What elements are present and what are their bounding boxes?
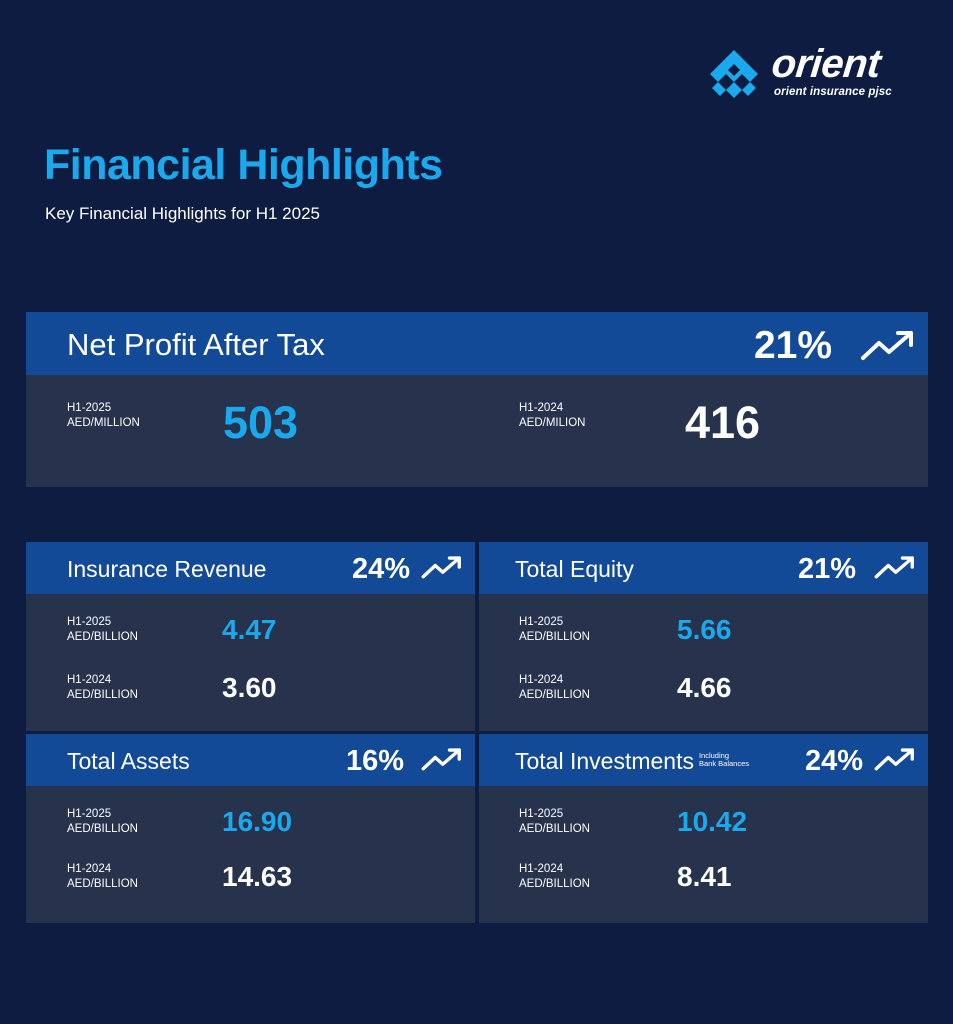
- trend-up-icon: [421, 748, 461, 771]
- current-period-row: H1-2025 AED/BILLION 4.47: [67, 614, 277, 645]
- card-header: Total Investments Including Bank Balances …: [479, 734, 928, 786]
- current-period-row: H1-2025 AED/BILLION 10.42: [519, 806, 747, 837]
- trend-up-icon: [861, 331, 913, 360]
- period-label: H1-2024: [519, 674, 564, 686]
- note-line-1: Including: [698, 751, 729, 760]
- card-title: Total Investments Including Bank Balances: [515, 748, 749, 775]
- trend-up-icon: [874, 556, 914, 579]
- card-body: H1-2025 AED/BILLION 4.47 H1-2024 AED/BIL…: [26, 594, 475, 731]
- prior-value: 4.66: [677, 672, 732, 703]
- change-percent: 24%: [351, 553, 410, 585]
- prior-period-row: H1-2024 AED/BILLION 8.41: [519, 861, 732, 892]
- current-period-row: H1-2025 AED/BILLION 16.90: [67, 806, 292, 837]
- unit-label: AED/BILLION: [519, 878, 590, 890]
- unit-label: AED/BILLION: [519, 689, 590, 701]
- page-subtitle: Key Financial Highlights for H1 2025: [45, 204, 320, 223]
- card-title-text: Total Investments: [515, 748, 694, 774]
- period-label: H1-2024: [67, 674, 112, 686]
- card-body: H1-2025 AED/MILLION 503 H1-2024 AED/MILI…: [26, 375, 928, 487]
- change-percent: 16%: [345, 745, 404, 777]
- unit-label: AED/BILLION: [67, 631, 138, 643]
- unit-label: AED/MILLION: [67, 417, 140, 429]
- prior-value: 3.60: [222, 672, 277, 703]
- card-title: Total Assets: [67, 748, 190, 774]
- page-title: Financial Highlights: [44, 141, 443, 189]
- note-line-2: Bank Balances: [698, 759, 750, 768]
- period-label: H1-2024: [519, 402, 564, 414]
- change-percent: 24%: [804, 745, 863, 777]
- card-body: H1-2025 AED/BILLION 16.90 H1-2024 AED/BI…: [26, 786, 475, 923]
- period-label: H1-2025: [519, 616, 564, 628]
- prior-period-row: H1-2024 AED/BILLION 14.63: [67, 861, 292, 892]
- period-label: H1-2025: [67, 616, 112, 628]
- total-assets-card: Total Assets 16% H1-2025 AED/BILLION 16.…: [26, 734, 475, 923]
- card-header: Net Profit After Tax 21%: [26, 312, 928, 375]
- card-body: H1-2025 AED/BILLION 10.42 H1-2024 AED/BI…: [479, 786, 928, 923]
- card-body: H1-2025 AED/BILLION 5.66 H1-2024 AED/BIL…: [479, 594, 928, 731]
- brand-name: orient: [769, 42, 883, 86]
- trend-up-icon: [421, 556, 461, 579]
- change-percent: 21%: [753, 324, 832, 367]
- period-label: H1-2025: [67, 402, 112, 414]
- card-title-note: Including Bank Balances: [699, 752, 749, 768]
- orient-logo: orient orient insurance pjsc: [706, 42, 906, 102]
- unit-label: AED/BILLION: [519, 631, 590, 643]
- current-value: 16.90: [222, 806, 293, 837]
- current-value: 503: [223, 397, 299, 448]
- prior-period-row: H1-2024 AED/BILLION 3.60: [67, 672, 277, 703]
- current-period-row: H1-2025 AED/BILLION 5.66: [519, 614, 732, 645]
- unit-label: AED/MILION: [519, 417, 586, 429]
- card-header: Total Equity 21%: [479, 542, 928, 594]
- total-investments-card: Total Investments Including Bank Balances …: [479, 734, 928, 923]
- card-title: Total Equity: [515, 556, 634, 582]
- current-value: 5.66: [677, 614, 732, 645]
- prior-value: 416: [685, 397, 761, 448]
- period-label: H1-2025: [67, 808, 112, 820]
- insurance-revenue-card: Insurance Revenue 24% H1-2025 AED/BILLIO…: [26, 542, 475, 731]
- prior-value: 14.63: [222, 861, 293, 892]
- period-label: H1-2024: [519, 863, 564, 875]
- card-title: Net Profit After Tax: [67, 327, 325, 362]
- unit-label: AED/BILLION: [67, 689, 138, 701]
- card-header: Insurance Revenue 24%: [26, 542, 475, 594]
- brand-tagline: orient insurance pjsc: [774, 86, 892, 98]
- unit-label: AED/BILLION: [67, 823, 138, 835]
- trend-up-icon: [874, 748, 914, 771]
- period-label: H1-2024: [67, 863, 112, 875]
- card-header: Total Assets 16%: [26, 734, 475, 786]
- prior-value: 8.41: [677, 861, 732, 892]
- prior-period-row: H1-2024 AED/MILION 416: [519, 397, 760, 448]
- net-profit-card: Net Profit After Tax 21% H1-2025 AED/MIL…: [26, 312, 928, 487]
- period-label: H1-2025: [519, 808, 564, 820]
- unit-label: AED/BILLION: [519, 823, 590, 835]
- change-percent: 21%: [797, 553, 856, 585]
- total-equity-card: Total Equity 21% H1-2025 AED/BILLION 5.6…: [479, 542, 928, 731]
- orient-logo-mark-icon: [710, 50, 758, 98]
- current-value: 10.42: [677, 806, 748, 837]
- current-period-row: H1-2025 AED/MILLION 503: [67, 397, 298, 448]
- prior-period-row: H1-2024 AED/BILLION 4.66: [519, 672, 732, 703]
- current-value: 4.47: [222, 614, 277, 645]
- card-title: Insurance Revenue: [67, 556, 267, 582]
- unit-label: AED/BILLION: [67, 878, 138, 890]
